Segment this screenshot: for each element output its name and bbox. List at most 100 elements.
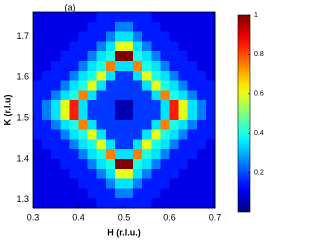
- heatmap-cell: [69, 70, 79, 82]
- heatmap-cell: [96, 61, 107, 72]
- heatmap-cell: [205, 198, 216, 209]
- heatmap-cell: [187, 159, 198, 170]
- heatmap-cell: [87, 61, 98, 72]
- heatmap-cell: [151, 188, 161, 199]
- heatmap-cell: [124, 149, 134, 160]
- heatmap-cell: [33, 188, 43, 199]
- heatmap-cell: [160, 149, 170, 160]
- heatmap-cell: [151, 149, 161, 160]
- heatmap-cell: [114, 139, 125, 150]
- heatmap-cell: [169, 129, 180, 140]
- heatmap-cell: [187, 100, 198, 111]
- heatmap-cell: [51, 178, 61, 189]
- heatmap-cell: [169, 149, 180, 160]
- heatmap-cell: [205, 41, 216, 52]
- heatmap-cell: [105, 41, 116, 52]
- heatmap-cell: [160, 90, 170, 101]
- heatmap-cell: [96, 70, 107, 82]
- heatmap-cell: [42, 12, 52, 23]
- heatmap-cell: [96, 21, 107, 33]
- heatmap-cell: [205, 80, 216, 91]
- heatmap-cell: [169, 100, 180, 111]
- heatmap-cell: [196, 178, 207, 189]
- heatmap-cell: [60, 178, 70, 189]
- heatmap-cell: [33, 41, 43, 52]
- heatmap-cell: [160, 119, 170, 131]
- heatmap-cell: [96, 149, 107, 160]
- heatmap-cell: [205, 129, 216, 140]
- heatmap-cell: [105, 149, 116, 160]
- heatmap-cell: [69, 51, 79, 62]
- panel-label: (a): [65, 2, 76, 12]
- heatmap-cell: [87, 139, 98, 150]
- heatmap-cell: [87, 198, 98, 209]
- heatmap-cell: [60, 41, 70, 52]
- heatmap-cell: [33, 178, 43, 189]
- heatmap-cell: [178, 159, 189, 170]
- heatmap-cell: [196, 119, 207, 131]
- heatmap-cell: [42, 41, 52, 52]
- heatmap-cell: [196, 61, 207, 72]
- x-tick-label: 0.6: [163, 212, 176, 222]
- heatmap-cell: [42, 110, 52, 121]
- x-tick-label: 0.7: [209, 212, 222, 222]
- heatmap-cell: [178, 178, 189, 189]
- heatmap-cell: [160, 139, 170, 150]
- heatmap-cell: [105, 100, 116, 111]
- heatmap-cell: [96, 198, 107, 209]
- heatmap-cell: [124, 51, 134, 62]
- y-tick-label: 1.6: [16, 72, 29, 82]
- heatmap-cell: [60, 100, 70, 111]
- heatmap-cell: [78, 159, 89, 170]
- heatmap-cell: [142, 129, 152, 140]
- heatmap-cell: [187, 139, 198, 150]
- heatmap-cell: [205, 188, 216, 199]
- colorbar: [237, 14, 251, 213]
- heatmap-cell: [51, 41, 61, 52]
- heatmap-cell: [33, 159, 43, 170]
- heatmap-cell: [196, 12, 207, 23]
- heatmap-cell: [178, 90, 189, 101]
- heatmap-cell: [51, 139, 61, 150]
- heatmap-cell: [187, 129, 198, 140]
- heatmap-cell: [187, 119, 198, 131]
- heatmap-cell: [78, 149, 89, 160]
- heatmap-cell: [160, 51, 170, 62]
- heatmap-cell: [160, 80, 170, 91]
- heatmap-cell: [133, 21, 143, 33]
- heatmap-cell: [78, 100, 89, 111]
- heatmap-cell: [69, 31, 79, 42]
- heatmap-cell: [87, 110, 98, 121]
- heatmap-cell: [69, 149, 79, 160]
- heatmap-cell: [78, 21, 89, 33]
- heatmap-cell: [169, 168, 180, 180]
- heatmap-cell: [87, 70, 98, 82]
- heatmap-cell: [178, 41, 189, 52]
- heatmap-cell: [160, 70, 170, 82]
- heatmap-cell: [178, 31, 189, 42]
- heatmap-cell: [133, 188, 143, 199]
- heatmap-cell: [151, 41, 161, 52]
- heatmap-cell: [187, 61, 198, 72]
- heatmap-cell: [124, 198, 134, 209]
- heatmap-cell: [142, 51, 152, 62]
- heatmap-cell: [133, 159, 143, 170]
- heatmap-cell: [169, 51, 180, 62]
- heatmap-cell: [151, 21, 161, 33]
- heatmap-cell: [133, 100, 143, 111]
- heatmap-cell: [78, 90, 89, 101]
- heatmap-cell: [69, 129, 79, 140]
- heatmap-cell: [114, 149, 125, 160]
- heatmap-cell: [178, 100, 189, 111]
- heatmap-cell: [133, 70, 143, 82]
- heatmap-cell: [124, 168, 134, 180]
- heatmap-cell: [178, 80, 189, 91]
- heatmap-cell: [42, 31, 52, 42]
- heatmap-cell: [151, 90, 161, 101]
- heatmap-cell: [160, 61, 170, 72]
- heatmap-cell: [87, 149, 98, 160]
- heatmap-cell: [178, 12, 189, 23]
- x-axis-label: H (r.l.u.): [107, 227, 141, 237]
- heatmap-cell: [105, 129, 116, 140]
- y-tick-label: 1.4: [16, 153, 29, 163]
